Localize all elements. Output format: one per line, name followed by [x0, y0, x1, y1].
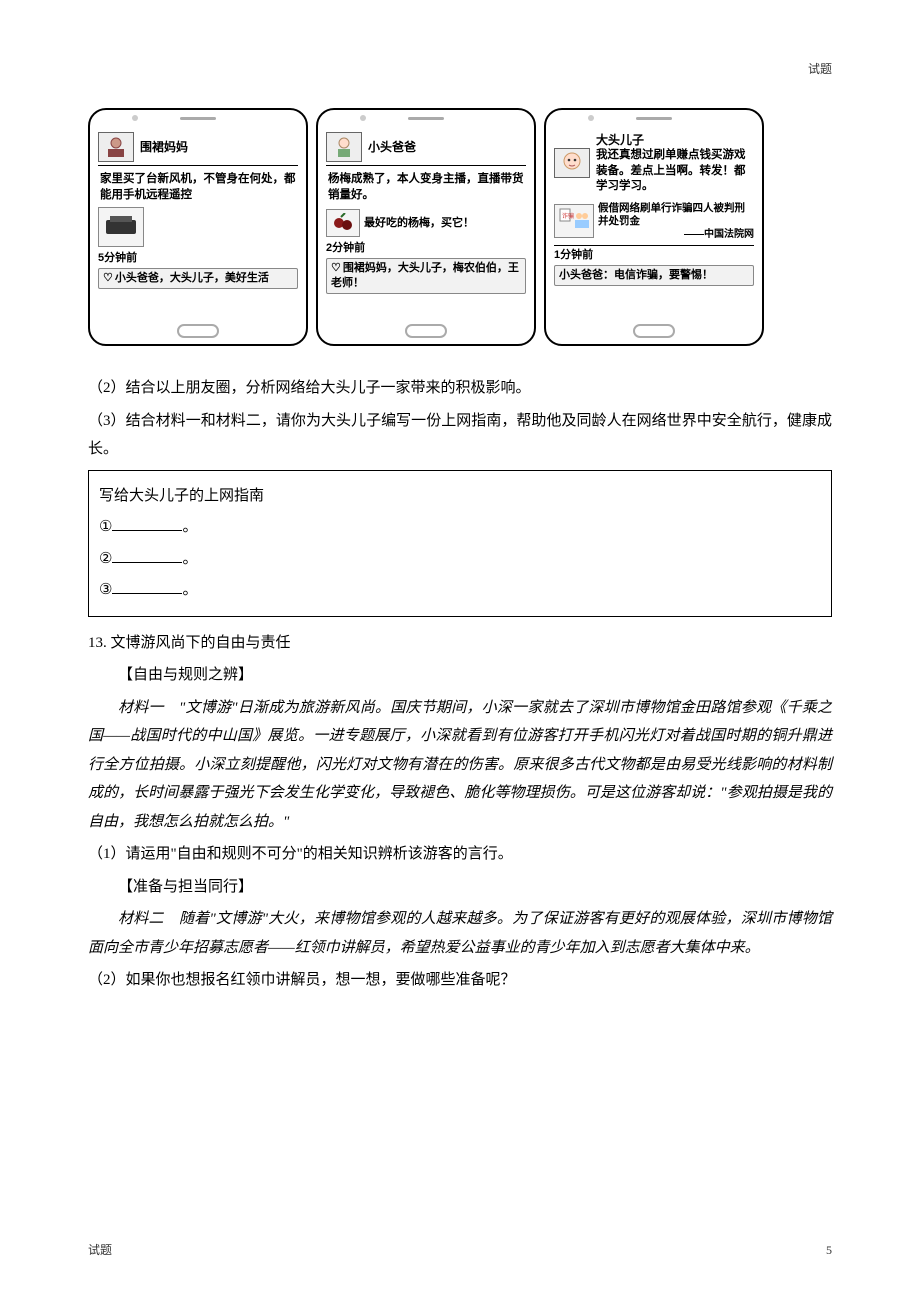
material-2: 材料二 随着"文博游"大火，来博物馆参观的人越来越多。为了保证游客有更好的观展体… — [88, 905, 832, 962]
post-image-icon — [326, 209, 360, 237]
material-1-body: "文博游"日渐成为旅游新风尚。国庆节期间，小深一家就去了深圳市博物馆金田路馆参观… — [88, 700, 832, 830]
blank-line[interactable] — [112, 516, 182, 531]
guide-title: 写给大头儿子的上网指南 — [99, 482, 821, 511]
header-right: 试题 — [808, 58, 832, 81]
question-2: （2）结合以上朋友圈，分析网络给大头儿子一家带来的积极影响。 — [88, 374, 832, 403]
home-button-icon — [177, 324, 219, 338]
page-number: 5 — [826, 1239, 832, 1262]
material-1: 材料一 "文博游"日渐成为旅游新风尚。国庆节期间，小深一家就去了深圳市博物馆金田… — [88, 694, 832, 837]
section-1-heading: 【自由与规则之辨】 — [88, 661, 832, 690]
home-button-icon — [405, 324, 447, 338]
guide-line-3: ③。 — [99, 576, 821, 605]
footer-left: 试题 — [88, 1239, 112, 1262]
guide-num-1: ① — [99, 519, 112, 535]
material-1-label: 材料一 — [118, 700, 164, 716]
avatar-icon — [98, 132, 134, 162]
post-caption: 最好吃的杨梅，买它！ — [364, 216, 474, 231]
post-body: 杨梅成熟了，本人变身主播，直播带货销量好。 — [326, 170, 526, 205]
post-comment: 小头爸爸：电信诈骗，要警惕！ — [554, 265, 754, 286]
phone-speaker — [180, 117, 216, 120]
question-13-1: （1）请运用"自由和规则不可分"的相关知识辨析该游客的言行。 — [88, 840, 832, 869]
avatar-icon — [326, 132, 362, 162]
post-body: 家里买了台新风机，不管身在何处，都能用手机远程遥控 — [98, 170, 298, 205]
period: 。 — [182, 551, 197, 567]
material-2-label: 材料二 — [118, 911, 164, 927]
period: 。 — [182, 582, 197, 598]
avatar-icon — [554, 148, 590, 178]
article-title: 假借网络刷单行诈骗四人被判刑并处罚金 — [598, 202, 754, 228]
post-time: 1分钟前 — [554, 248, 754, 263]
phone-camera-dot — [588, 115, 594, 121]
post-image-icon — [98, 207, 144, 247]
poster-name: 小头爸爸 — [368, 139, 416, 155]
guide-line-1: ①。 — [99, 513, 821, 542]
article-image-icon: 诈骗 — [554, 204, 594, 238]
blank-line[interactable] — [112, 579, 182, 594]
home-button-icon — [633, 324, 675, 338]
post-likes: 小头爸爸，大头儿子，美好生活 — [98, 268, 298, 289]
blank-line[interactable] — [112, 548, 182, 563]
guide-num-3: ③ — [99, 582, 112, 598]
svg-text:诈骗: 诈骗 — [562, 212, 574, 220]
post-caption-row: 最好吃的杨梅，买它！ — [326, 207, 526, 239]
phone-3: 大头儿子 我还真想过刷单赚点钱买游戏装备。差点上当啊。转发！都学习学习。 诈骗 … — [544, 108, 764, 346]
phone-2: 小头爸爸 杨梅成熟了，本人变身主播，直播带货销量好。 最好吃的杨梅，买它！ 2分… — [316, 108, 536, 346]
question-3: （3）结合材料一和材料二，请你为大头儿子编写一份上网指南，帮助他及同龄人在网络世… — [88, 407, 832, 464]
post-likes: 围裙妈妈，大头儿子，梅农伯伯，王老师！ — [326, 258, 526, 294]
post-header: 围裙妈妈 — [98, 132, 298, 166]
phone-camera-dot — [132, 115, 138, 121]
post-header: 大头儿子 我还真想过刷单赚点钱买游戏装备。差点上当啊。转发！都学习学习。 — [554, 132, 754, 198]
article-source: ——中国法院网 — [598, 228, 754, 242]
question-13-2: （2）如果你也想报名红领巾讲解员，想一想，要做哪些准备呢？ — [88, 966, 832, 995]
shared-article: 诈骗 假借网络刷单行诈骗四人被判刑并处罚金 ——中国法院网 — [554, 202, 754, 247]
poster-name: 围裙妈妈 — [140, 139, 188, 155]
q13-title: 13. 文博游风尚下的自由与责任 — [88, 629, 832, 658]
poster-name: 大头儿子 — [596, 132, 754, 148]
phone-camera-dot — [360, 115, 366, 121]
post-body: 我还真想过刷单赚点钱买游戏装备。差点上当啊。转发！都学习学习。 — [596, 148, 754, 195]
section-2-heading: 【准备与担当同行】 — [88, 873, 832, 902]
material-2-body: 随着"文博游"大火，来博物馆参观的人越来越多。为了保证游客有更好的观展体验，深圳… — [88, 911, 832, 956]
guide-box: 写给大头儿子的上网指南 ①。 ②。 ③。 — [88, 470, 832, 617]
phone-mockups: 围裙妈妈 家里买了台新风机，不管身在何处，都能用手机远程遥控 5分钟前 小头爸爸… — [88, 108, 832, 346]
post-time: 5分钟前 — [98, 251, 298, 266]
phone-speaker — [636, 117, 672, 120]
period: 。 — [182, 519, 197, 535]
guide-line-2: ②。 — [99, 545, 821, 574]
guide-num-2: ② — [99, 551, 112, 567]
phone-speaker — [408, 117, 444, 120]
phone-1: 围裙妈妈 家里买了台新风机，不管身在何处，都能用手机远程遥控 5分钟前 小头爸爸… — [88, 108, 308, 346]
post-time: 2分钟前 — [326, 241, 526, 256]
post-header: 小头爸爸 — [326, 132, 526, 166]
